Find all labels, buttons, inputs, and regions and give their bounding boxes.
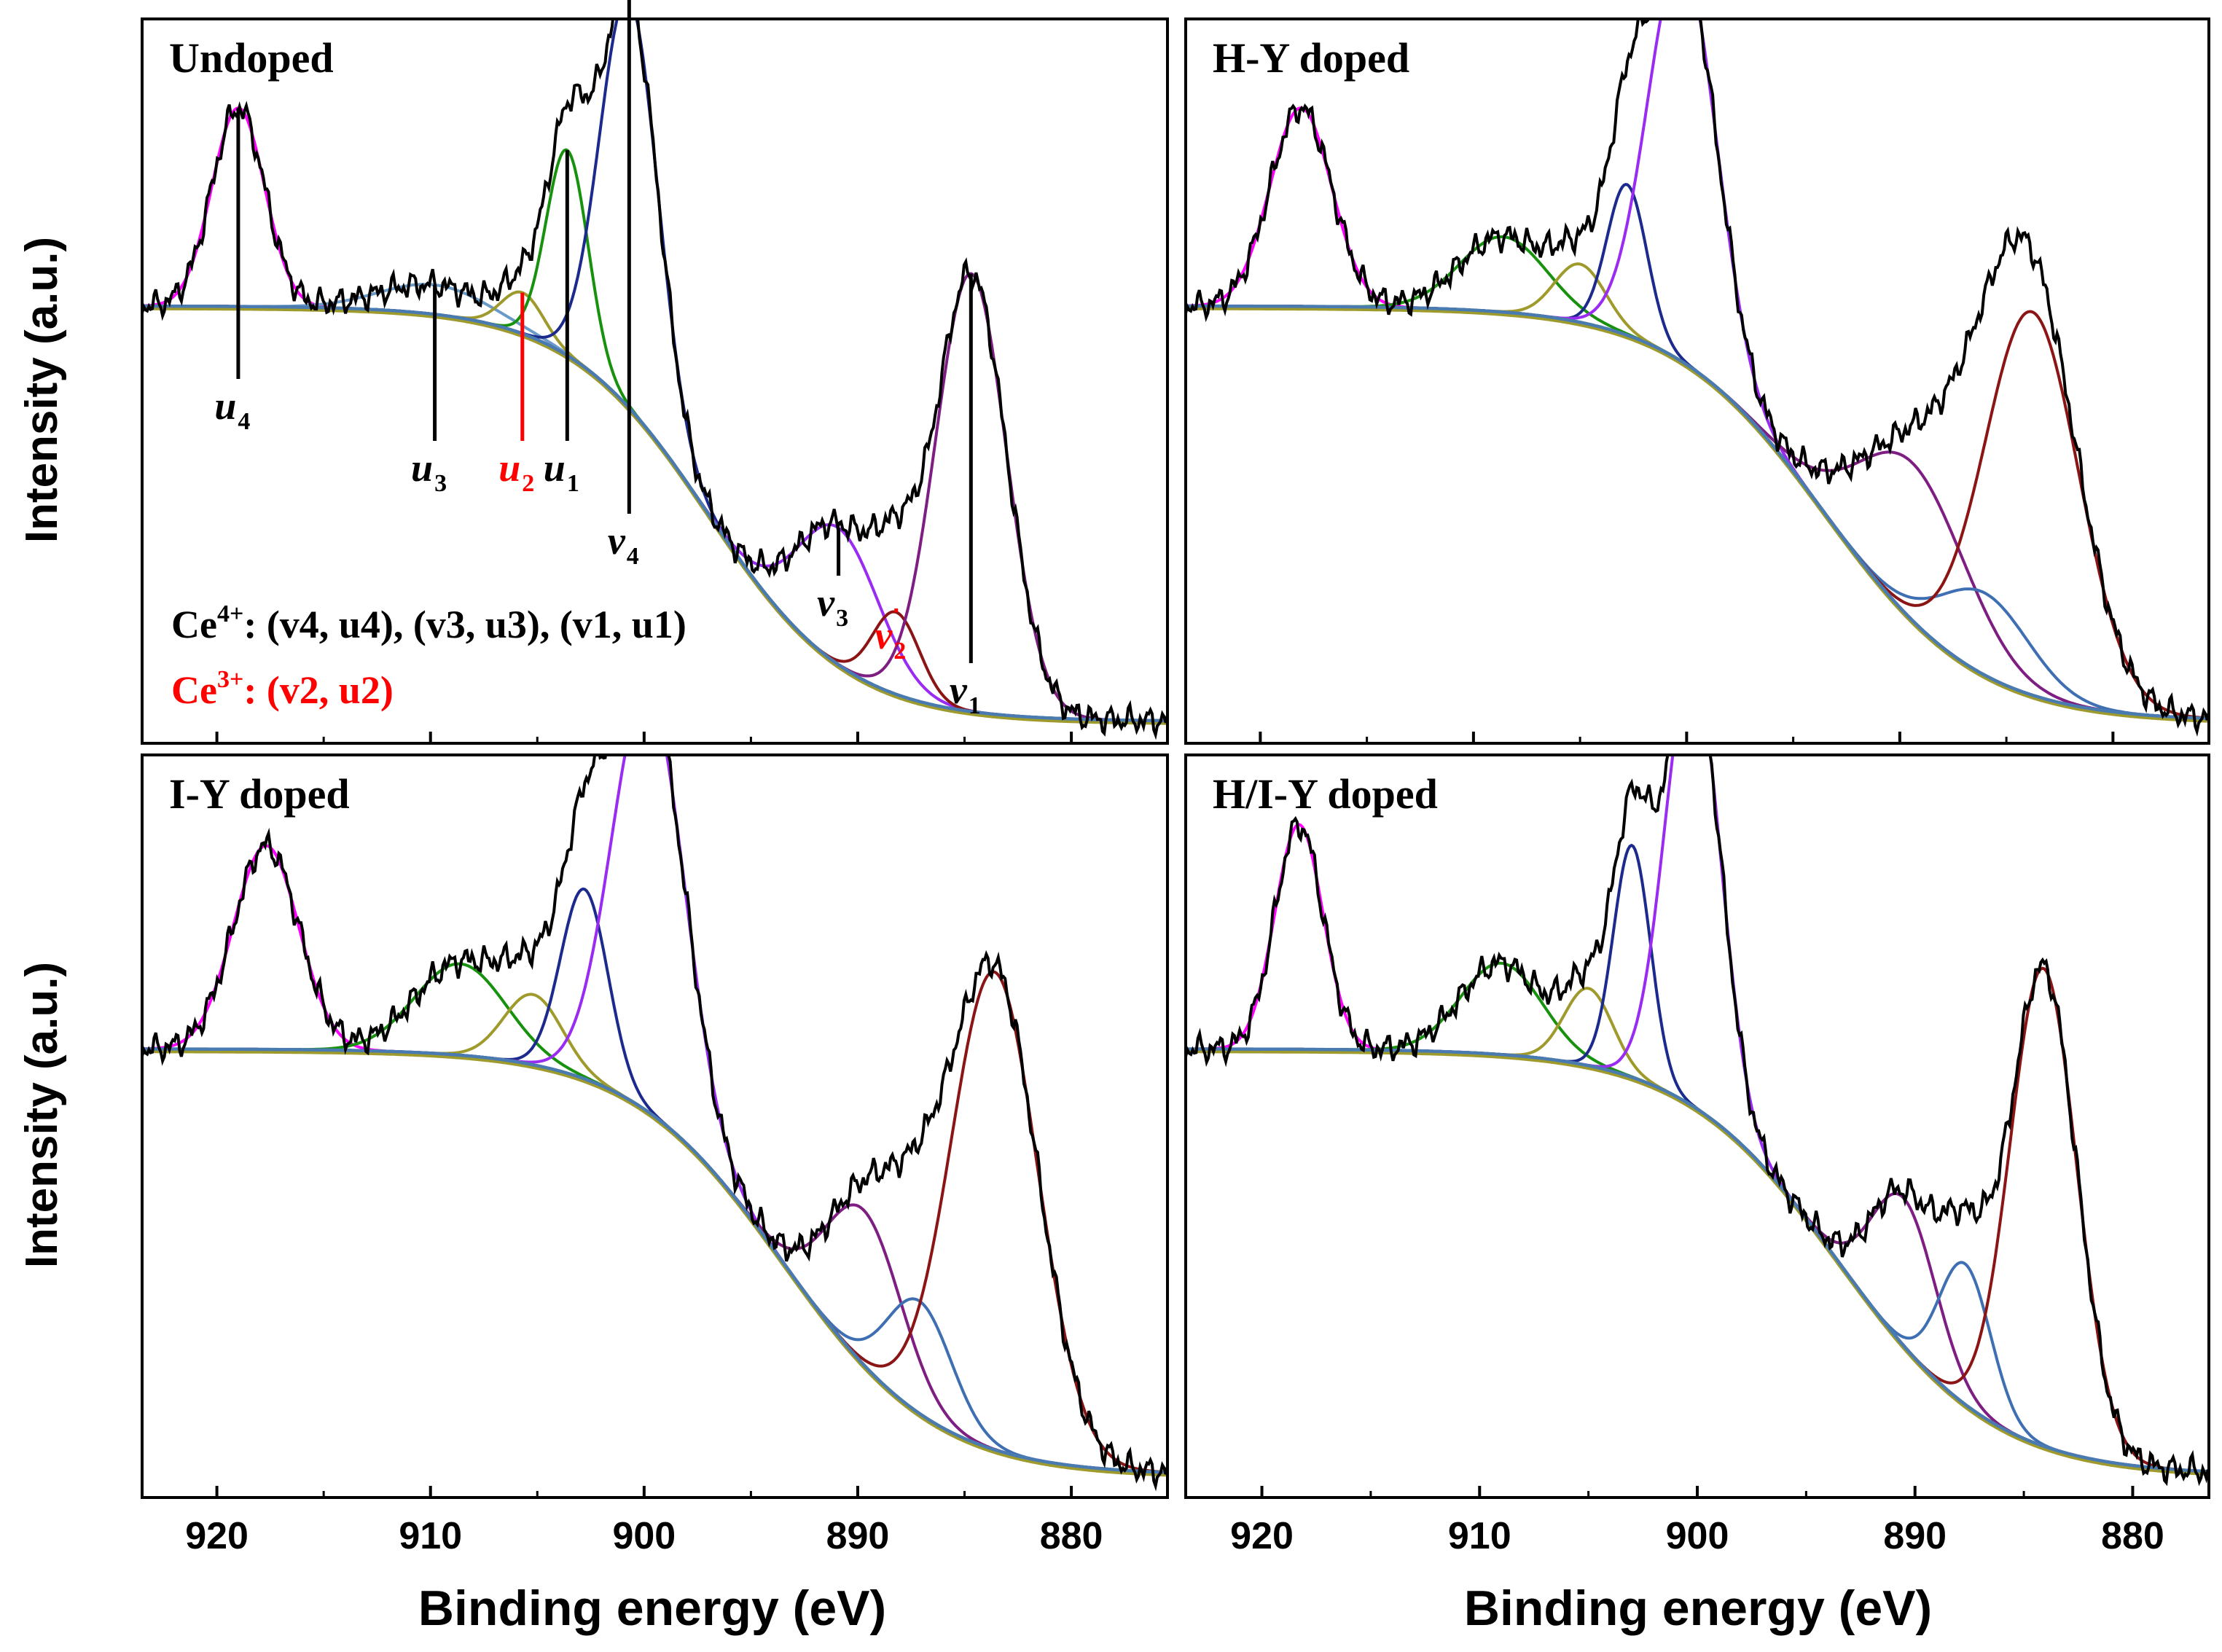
panel-hi-y: 920 910 900 890 880 H/I-Y doped (1184, 753, 2210, 1557)
x-tick-label: 900 (612, 1515, 676, 1557)
x-tick-label: 920 (1230, 1515, 1294, 1557)
component-u4 (1186, 106, 2209, 720)
baseline-shadow (142, 307, 1167, 725)
component-u2 (1186, 987, 2208, 1473)
component-v1 (142, 970, 1167, 1474)
oxidation-legend-ce3: Ce3+: (v2, u2) (171, 666, 394, 712)
plot-frame (1184, 17, 2210, 745)
x-tick-label: 880 (2101, 1515, 2164, 1557)
x-tick-label: 880 (1040, 1515, 1103, 1557)
raw-spectrum (142, 755, 1167, 1492)
baseline-shadow (1186, 307, 2209, 723)
component-u3 (142, 962, 1167, 1474)
component-u1 (142, 887, 1167, 1474)
panel-h-y: H-Y doped (1184, 17, 2210, 745)
raw-spectrum (1186, 755, 2209, 1487)
raw-spectrum (142, 19, 1167, 740)
oxidation-legend-ce4: Ce4+: (v4, u4), (v3, u3), (v1, u1) (171, 600, 686, 646)
component-u1 (1186, 843, 2208, 1473)
baseline-shadow (1186, 1050, 2208, 1476)
panel-undoped: Undoped u4 u3 u2 u1 v4 v3 v2 v1 Ce4+: (v4, u4), (… (141, 0, 1169, 745)
component-u3 (1186, 961, 2208, 1473)
x-axis-label-left: Binding energy (eV) (418, 1581, 886, 1636)
background-line (1186, 304, 2209, 721)
x-tick-label: 910 (399, 1515, 462, 1557)
y-axis-label-top: Intensity (a.u.) (17, 237, 67, 543)
plot-area (142, 755, 1167, 1492)
peak-label-v4: v4 (608, 519, 639, 570)
x-tick-label: 900 (1666, 1515, 1729, 1557)
plot-frame (141, 753, 1169, 1499)
component-u2 (1186, 262, 2209, 720)
plot-area (1186, 755, 2209, 1487)
raw-spectrum (1186, 19, 2209, 737)
component-v1 (142, 272, 1167, 722)
component-v1 (1186, 305, 2209, 720)
panel-title: H/I-Y doped (1213, 770, 1438, 818)
plot-area (142, 19, 1167, 740)
peak-label-v1: v1 (950, 668, 981, 719)
peak-label-v3: v3 (817, 581, 848, 632)
plot-frame (141, 17, 1169, 745)
x-axis-label-right: Binding energy (eV) (1464, 1581, 1932, 1636)
peak-label-u4: u4 (214, 384, 250, 435)
component-u4 (1186, 823, 2208, 1473)
component-v1 (1186, 966, 2208, 1473)
component-u4 (142, 844, 1167, 1474)
baseline-shadow (142, 1050, 1167, 1477)
background-line (142, 1047, 1167, 1474)
panel-title: I-Y doped (169, 770, 350, 818)
panel-title: H-Y doped (1213, 34, 1409, 82)
panel-title: Undoped (169, 34, 334, 82)
x-tick-label: 910 (1448, 1515, 1511, 1557)
peak-label-v2: v2 (875, 614, 906, 665)
x-tick-label: 920 (185, 1515, 249, 1557)
component-u1 (1186, 183, 2209, 720)
background-line (1186, 1047, 2208, 1473)
y-axis-label-bottom: Intensity (a.u.) (17, 962, 67, 1268)
component-u2 (142, 993, 1167, 1474)
x-tick-label: 890 (1883, 1515, 1947, 1557)
peak-label-u1: u1 (544, 446, 579, 497)
peak-label-u2: u2 (498, 446, 534, 497)
peak-label-u3: u3 (411, 446, 447, 497)
plot-frame (1184, 753, 2210, 1499)
plot-area (1186, 19, 2209, 737)
x-tick-label: 890 (826, 1515, 890, 1557)
panel-i-y: 920 910 900 890 880 I-Y doped (141, 753, 1169, 1557)
